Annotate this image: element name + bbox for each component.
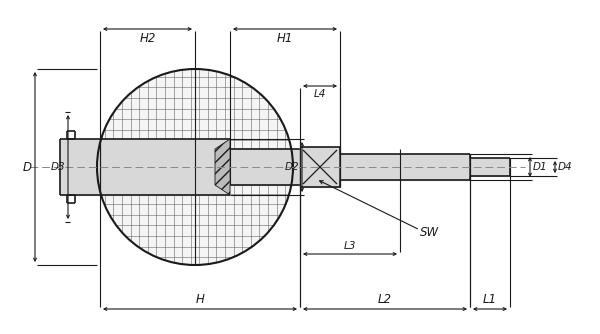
Polygon shape: [215, 139, 230, 195]
Bar: [470, 158, 510, 176]
Text: SW: SW: [420, 225, 439, 238]
Bar: [340, 154, 470, 180]
Text: L2: L2: [378, 293, 392, 306]
Bar: [230, 149, 300, 185]
Text: D4: D4: [558, 162, 572, 172]
Text: L4: L4: [314, 89, 326, 99]
Circle shape: [97, 69, 293, 265]
Text: L3: L3: [344, 241, 356, 251]
Bar: [300, 147, 340, 187]
Text: L1: L1: [483, 293, 497, 306]
Text: D: D: [23, 161, 32, 173]
Text: D3: D3: [50, 162, 65, 172]
Text: H: H: [196, 293, 205, 306]
Text: H2: H2: [139, 32, 155, 45]
Text: D2: D2: [284, 162, 299, 172]
Text: H1: H1: [277, 32, 293, 45]
Bar: [60, 139, 230, 195]
Text: D1: D1: [533, 162, 548, 172]
